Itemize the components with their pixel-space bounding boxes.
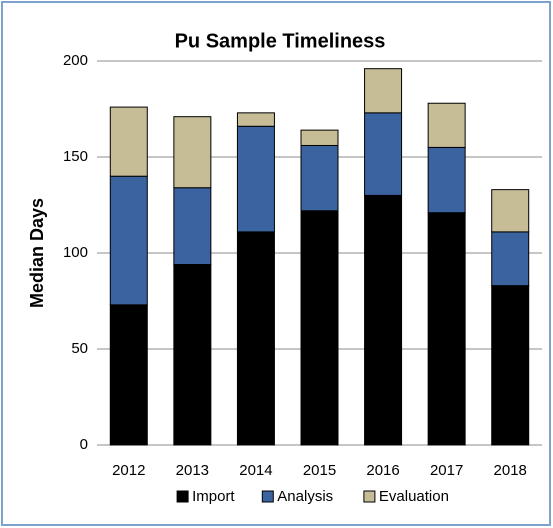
bar-segment — [300, 129, 339, 146]
bar-segment — [173, 187, 212, 266]
bar-segment — [427, 102, 466, 148]
bar-segment — [109, 304, 148, 446]
x-tick-label: 2016 — [366, 462, 399, 479]
bar-segment — [300, 144, 339, 212]
x-tick-label: 2014 — [239, 462, 272, 479]
legend-label: Analysis — [277, 488, 333, 505]
bar-segment — [236, 112, 275, 127]
bar-segment — [173, 116, 212, 189]
bar-segment — [364, 112, 403, 196]
x-tick-label: 2013 — [176, 462, 209, 479]
y-axis-label: Median Days — [27, 198, 47, 308]
bar-segment — [173, 264, 212, 446]
chart-title: Pu Sample Timeliness — [175, 30, 386, 52]
bar-segment — [109, 175, 148, 306]
legend-label: Evaluation — [379, 488, 449, 505]
y-tick-label: 150 — [63, 148, 88, 165]
bar-segment — [364, 194, 403, 446]
bar-segment — [491, 231, 530, 287]
y-tick-label: 200 — [63, 52, 88, 69]
bar-segment — [427, 146, 466, 214]
bar-segment — [491, 285, 530, 446]
bar-segment — [236, 231, 275, 446]
x-tick-label: 2017 — [430, 462, 463, 479]
x-tick-label: 2012 — [112, 462, 145, 479]
x-tick-label: 2015 — [303, 462, 336, 479]
bar-segment — [364, 68, 403, 114]
bar-segment — [109, 106, 148, 177]
legend-label: Import — [192, 488, 235, 505]
legend-swatch — [363, 490, 376, 503]
y-tick-label: 50 — [71, 340, 88, 357]
legend-swatch — [261, 490, 274, 503]
y-tick-label: 0 — [80, 436, 88, 453]
bar-segment — [427, 212, 466, 446]
x-tick-label: 2018 — [494, 462, 527, 479]
legend-swatch — [176, 490, 189, 503]
y-tick-label: 100 — [63, 244, 88, 261]
bar-segment — [236, 125, 275, 233]
bar-segment — [300, 210, 339, 446]
bar-segment — [491, 189, 530, 233]
